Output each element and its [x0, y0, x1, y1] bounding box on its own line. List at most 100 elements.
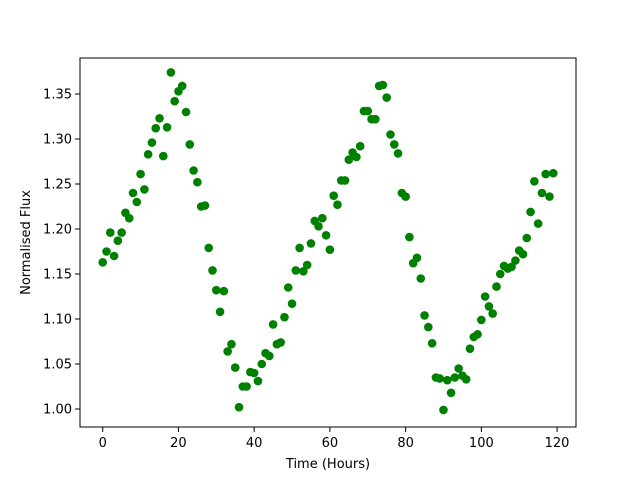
- data-point: [530, 177, 539, 186]
- x-tick-label: 20: [170, 436, 187, 451]
- data-point: [181, 107, 191, 117]
- data-point: [439, 405, 448, 415]
- data-point: [545, 192, 554, 201]
- data-point: [219, 286, 229, 296]
- data-points: [98, 68, 558, 415]
- data-point: [405, 232, 414, 242]
- data-point: [329, 191, 338, 200]
- data-point: [371, 114, 380, 124]
- data-point: [215, 307, 225, 317]
- data-point: [200, 201, 210, 210]
- data-point: [318, 213, 327, 223]
- data-point: [265, 351, 274, 361]
- data-point: [280, 312, 289, 322]
- data-point: [151, 123, 161, 133]
- data-point: [105, 228, 115, 237]
- data-point: [302, 260, 312, 270]
- y-tick-label: 1.10: [43, 313, 72, 328]
- data-point: [132, 197, 142, 207]
- data-point: [386, 130, 395, 139]
- data-point: [333, 200, 342, 209]
- data-point: [450, 373, 460, 382]
- data-point: [522, 233, 532, 243]
- data-point: [541, 169, 551, 179]
- y-axis-label: Normalised Flux: [19, 190, 34, 295]
- data-point: [344, 155, 354, 164]
- data-point: [393, 149, 403, 158]
- data-point: [306, 239, 316, 248]
- data-point: [223, 347, 232, 356]
- data-point: [189, 166, 198, 175]
- data-point: [465, 344, 475, 354]
- data-point: [113, 236, 123, 245]
- data-point: [227, 339, 236, 349]
- data-point: [283, 283, 293, 292]
- data-point: [511, 256, 520, 265]
- data-point: [136, 169, 145, 179]
- data-point: [473, 330, 482, 339]
- y-axis-ticks: 1.00 1.05 1.10 1.15 1.20 1.25 1.30 1.35: [43, 88, 80, 418]
- data-point: [242, 382, 251, 391]
- data-point: [507, 262, 516, 272]
- x-tick-label: 0: [99, 436, 107, 451]
- y-tick-label: 1.25: [43, 178, 72, 193]
- axes-frame: [79, 57, 577, 428]
- y-tick-label: 1.20: [43, 223, 72, 238]
- data-point: [140, 185, 149, 194]
- data-point: [325, 245, 335, 254]
- data-point: [355, 141, 365, 151]
- data-point: [253, 376, 263, 386]
- data-point: [484, 302, 494, 311]
- data-point: [177, 81, 187, 91]
- data-point: [287, 299, 297, 309]
- data-point: [143, 150, 153, 159]
- data-point: [249, 368, 259, 378]
- x-tick-label: 120: [545, 436, 570, 451]
- data-point: [495, 269, 505, 279]
- y-tick-label: 1.15: [43, 268, 72, 283]
- data-point: [314, 222, 323, 231]
- data-point: [416, 274, 426, 283]
- data-point: [424, 322, 433, 332]
- data-point: [109, 251, 119, 261]
- data-point: [295, 243, 304, 253]
- data-point: [155, 114, 164, 123]
- data-point: [480, 292, 490, 301]
- data-point: [533, 219, 543, 228]
- data-point: [124, 213, 134, 223]
- data-point: [276, 338, 285, 347]
- data-point: [446, 388, 456, 398]
- data-point: [477, 315, 486, 325]
- data-point: [412, 253, 422, 263]
- data-point: [427, 339, 437, 348]
- data-point: [166, 68, 176, 77]
- data-point: [518, 249, 528, 259]
- data-point: [162, 123, 172, 132]
- data-point: [352, 152, 361, 162]
- data-point: [204, 243, 214, 253]
- data-point: [461, 375, 471, 384]
- data-point: [401, 192, 410, 201]
- x-tick-label: 40: [246, 436, 263, 451]
- y-tick-label: 1.00: [43, 403, 72, 418]
- data-point: [102, 247, 111, 256]
- data-point: [435, 374, 444, 383]
- data-point: [537, 188, 547, 198]
- data-point: [117, 228, 126, 237]
- y-tick-label: 1.35: [43, 88, 72, 103]
- y-tick-label: 1.05: [43, 358, 72, 373]
- data-point: [363, 106, 373, 116]
- data-point: [321, 231, 331, 240]
- data-point: [208, 266, 217, 275]
- data-point: [299, 267, 308, 276]
- data-point: [230, 363, 240, 372]
- x-axis-label: Time (Hours): [285, 457, 370, 472]
- data-point: [193, 177, 202, 187]
- data-point: [128, 188, 138, 198]
- data-point: [234, 402, 244, 412]
- x-tick-label: 80: [397, 436, 414, 451]
- x-tick-label: 100: [469, 436, 494, 451]
- data-point: [185, 140, 195, 149]
